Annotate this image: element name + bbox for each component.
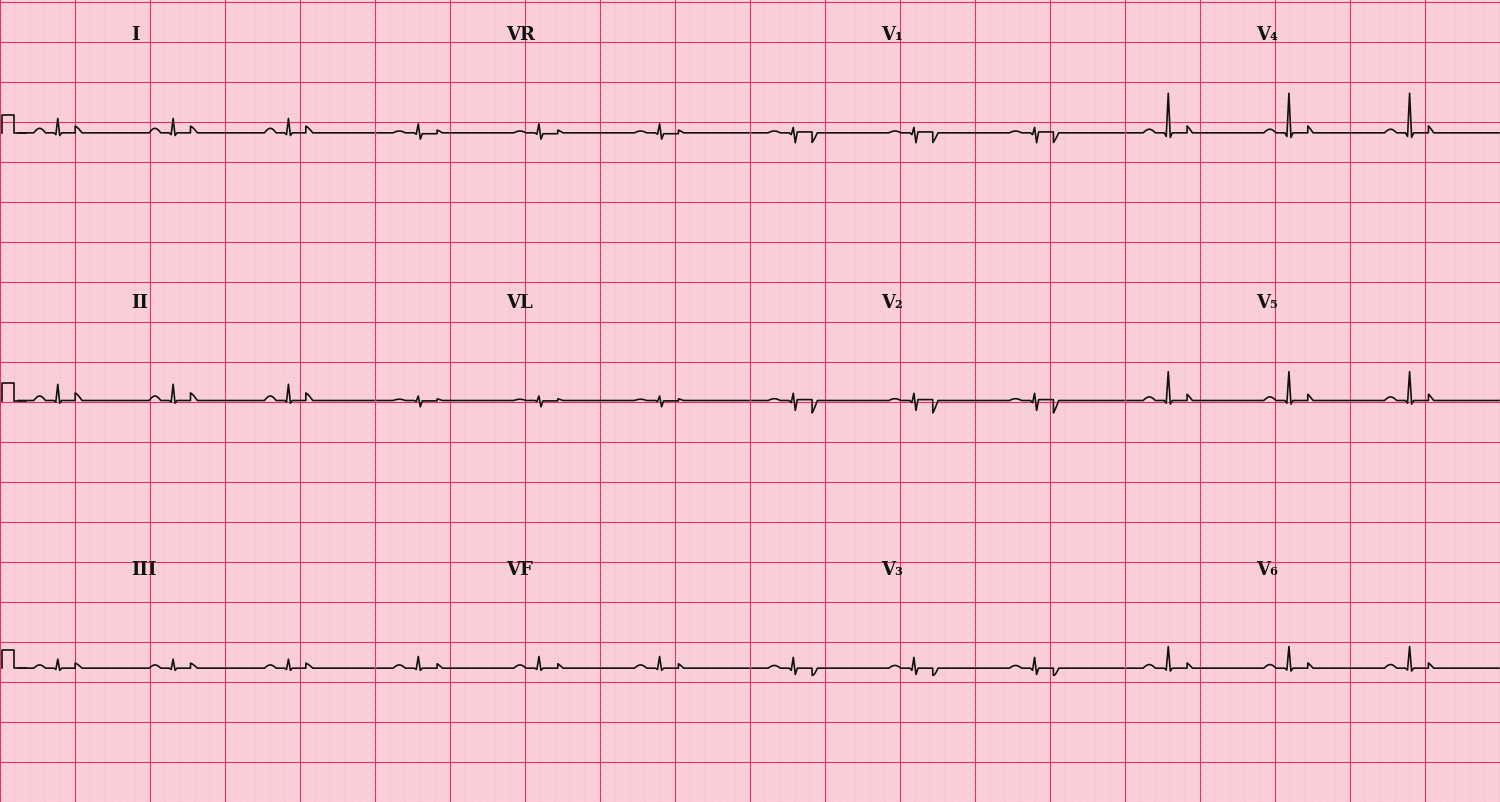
Text: V₂: V₂ <box>882 294 903 311</box>
Text: V₆: V₆ <box>1257 561 1278 579</box>
Text: V₅: V₅ <box>1257 294 1278 311</box>
Text: II: II <box>132 294 148 311</box>
Text: III: III <box>132 561 156 579</box>
Text: VL: VL <box>506 294 532 311</box>
Text: VF: VF <box>506 561 532 579</box>
Text: V₄: V₄ <box>1257 26 1278 44</box>
Text: V₃: V₃ <box>882 561 903 579</box>
Text: I: I <box>132 26 140 44</box>
Text: VR: VR <box>506 26 536 44</box>
Text: V₁: V₁ <box>882 26 903 44</box>
